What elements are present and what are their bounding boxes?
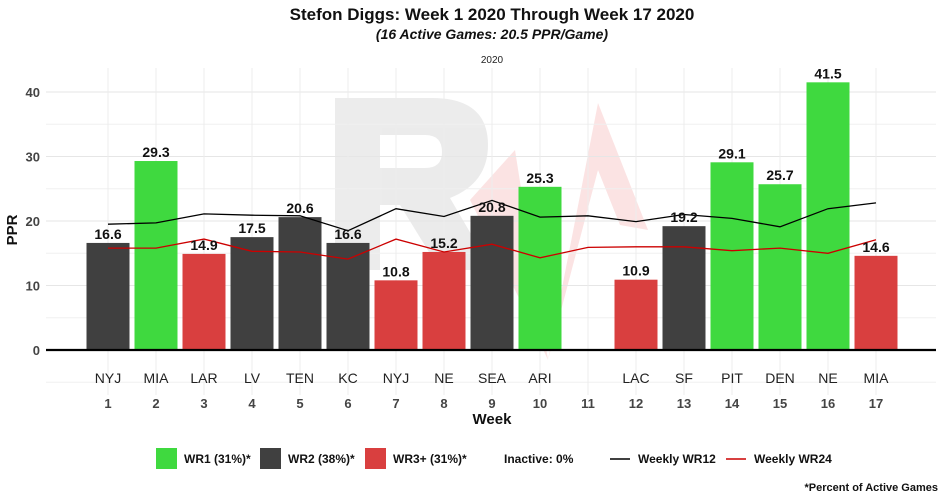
bar: [422, 251, 466, 350]
bar: [230, 237, 274, 350]
bar-value-label: 20.8: [478, 199, 505, 215]
legend-swatch: [156, 448, 177, 469]
legend-label: Weekly WR24: [754, 452, 832, 466]
opponent-label: NYJ: [95, 370, 121, 386]
bar: [662, 226, 706, 350]
legend-label: WR2 (38%)*: [288, 452, 355, 466]
x-tick-label: 12: [629, 396, 643, 411]
legend-swatch: [260, 448, 281, 469]
opponent-label: SF: [675, 370, 693, 386]
bar-labels: 16.6 29.3 14.9 17.5 20.6 16.6 10.8 15.2 20.8 25.3…: [94, 65, 889, 279]
bar-value-label: 25.3: [526, 170, 553, 186]
opponent-label: DEN: [765, 370, 795, 386]
x-tick-label: 10: [533, 396, 547, 411]
x-tick-label: 9: [488, 396, 495, 411]
x-tick-label: 15: [773, 396, 787, 411]
opponent-label: NE: [818, 370, 837, 386]
bar-value-label: 16.6: [94, 226, 121, 242]
bar-value-label: 20.6: [286, 200, 313, 216]
opponent-label: SEA: [478, 370, 507, 386]
opponent-label: MIA: [144, 370, 170, 386]
series-lines: [107, 199, 877, 260]
bar-value-label: 29.3: [142, 144, 169, 160]
bar-value-label: 10.8: [382, 263, 409, 279]
x-axis-ticks: 1 2 3 4 5 6 7 8 9 10 11 12 13 14 15 16 17: [104, 396, 883, 411]
bar-value-label: 16.6: [334, 226, 361, 242]
bar: [806, 82, 850, 350]
x-tick-label: 8: [440, 396, 447, 411]
x-tick-label: 3: [200, 396, 207, 411]
legend-label: Weekly WR12: [638, 452, 716, 466]
bar-value-label: 41.5: [814, 65, 841, 81]
y-axis-ticks: 0 10 20 30 40: [26, 85, 40, 358]
bar-value-label: 15.2: [430, 235, 457, 251]
series-line: [108, 238, 877, 260]
bar: [758, 184, 802, 350]
bar-value-label: 14.6: [862, 239, 889, 255]
bar: [470, 215, 514, 350]
legend-label: WR1 (31%)*: [184, 452, 251, 466]
bar: [86, 242, 130, 350]
bar-value-label: 10.9: [622, 263, 649, 279]
bar-value-label: 17.5: [238, 220, 265, 236]
chart-title: Stefon Diggs: Week 1 2020 Through Week 1…: [290, 5, 695, 24]
bar: [710, 162, 754, 350]
legend-swatch: [365, 448, 386, 469]
x-tick-label: 13: [677, 396, 691, 411]
caption: *Percent of Active Games: [805, 482, 938, 494]
bar: [374, 280, 418, 350]
y-tick-label: 40: [26, 85, 40, 100]
bar-value-label: 14.9: [190, 237, 217, 253]
y-tick-label: 0: [33, 343, 40, 358]
bars: [86, 82, 898, 350]
opponent-labels: NYJ MIA LAR LV TEN KC NYJ NE SEA ARI LAC SF PIT DEN NE…: [95, 370, 889, 386]
opponent-label: NE: [434, 370, 453, 386]
bar-value-label: 29.1: [718, 145, 745, 161]
x-tick-label: 14: [725, 396, 740, 411]
bar: [854, 255, 898, 350]
legend: WR1 (31%)* WR2 (38%)* WR3+ (31%)* Inactive:…: [156, 448, 832, 469]
bar: [278, 217, 322, 350]
opponent-label: PIT: [721, 370, 743, 386]
x-tick-label: 6: [344, 396, 351, 411]
y-axis-title: PPR: [4, 214, 21, 245]
bar: [614, 279, 658, 350]
bar-value-label: 25.7: [766, 167, 793, 183]
opponent-label: NYJ: [383, 370, 409, 386]
opponent-label: TEN: [286, 370, 314, 386]
x-tick-label: 7: [392, 396, 399, 411]
opponent-label: MIA: [864, 370, 890, 386]
x-axis-title: Week: [473, 411, 513, 428]
facet-label: 2020: [481, 55, 504, 66]
legend-label: Inactive: 0%: [504, 452, 574, 466]
x-tick-label: 2: [152, 396, 159, 411]
opponent-label: KC: [338, 370, 357, 386]
opponent-label: LAC: [622, 370, 649, 386]
chart-subtitle: (16 Active Games: 20.5 PPR/Game): [376, 26, 608, 42]
y-tick-label: 30: [26, 150, 40, 165]
y-tick-label: 20: [26, 214, 40, 229]
bar: [326, 242, 370, 350]
series-line: [107, 199, 877, 232]
x-tick-label: 1: [104, 396, 111, 411]
opponent-label: LV: [244, 370, 261, 386]
bar: [518, 186, 562, 350]
legend-label: WR3+ (31%)*: [393, 452, 467, 466]
y-tick-label: 10: [26, 279, 40, 294]
bar-value-label: 19.2: [670, 209, 697, 225]
bar: [134, 161, 178, 350]
x-tick-label: 4: [248, 396, 256, 411]
opponent-label: ARI: [528, 370, 551, 386]
x-tick-label: 16: [821, 396, 835, 411]
x-tick-label: 17: [869, 396, 883, 411]
opponent-label: LAR: [190, 370, 217, 386]
x-tick-label: 5: [296, 396, 303, 411]
bar: [182, 253, 226, 350]
x-tick-label: 11: [581, 396, 595, 411]
